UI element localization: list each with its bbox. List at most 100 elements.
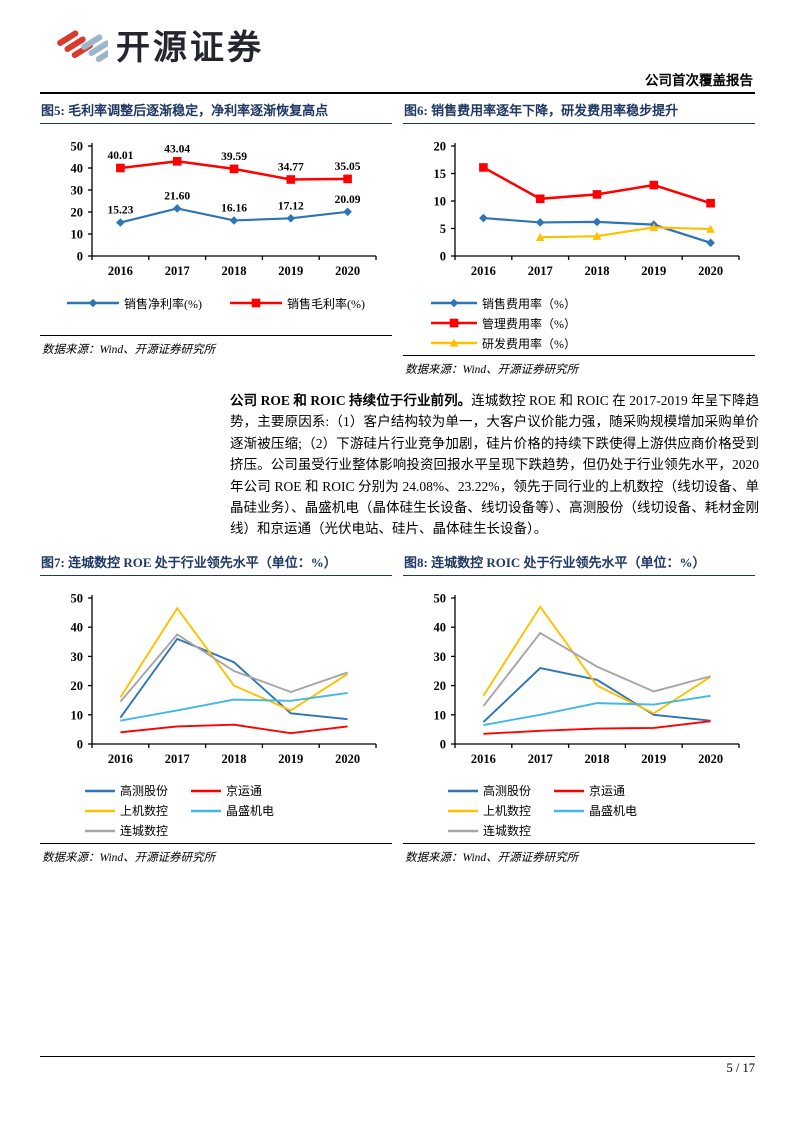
svg-text:2018: 2018 [222,264,247,278]
figure-source: 数据来源：Wind、开源证券研究所 [403,842,755,865]
legend-swatch [448,829,478,833]
svg-text:2016: 2016 [108,264,133,278]
legend-label: 晶盛机电 [226,804,275,819]
figure-5: 图5: 毛利率调整后逐渐稳定，净利率逐渐恢复高点 0 10 20 30 40 50 2016… [40,98,392,377]
paragraph-lead: 公司 ROE 和 ROIC 持续位于行业前列。 [230,393,472,408]
page-footer: 5 / 17 [40,1056,755,1076]
legend-swatch [191,809,221,813]
line-chart: 0 5 10 15 20 2016 2017 2018 2019 2020 [403,134,755,291]
svg-text:10: 10 [71,228,84,242]
legend-item: 连城数控 [85,821,185,841]
legend-swatch [448,809,478,813]
svg-text:40: 40 [71,621,84,635]
svg-text:10: 10 [434,708,447,722]
svg-text:2020: 2020 [335,264,360,278]
svg-text:0: 0 [440,737,446,751]
legend-swatch [85,829,115,833]
legend-label: 京运通 [589,784,626,799]
legend-item: 高测股份 [448,781,548,801]
svg-text:16.16: 16.16 [221,202,247,214]
figure-title: 图8: 连城数控 ROIC 处于行业领先水平（单位：%） [403,550,755,576]
svg-text:40: 40 [434,621,447,635]
legend-item: 销售费用率（%） [431,293,591,313]
figure-source: 数据来源：Wind、开源证券研究所 [403,355,755,377]
brand-name: 开源证券 [116,28,264,67]
svg-text:5: 5 [440,222,446,236]
line-chart: 0 10 20 30 40 50 2016 2017 2018 2019 2020 15.23 21.6… [40,134,392,291]
svg-text:50: 50 [434,591,447,605]
svg-text:0: 0 [440,250,446,264]
svg-text:2017: 2017 [165,752,190,766]
legend-label: 研发费用率（%） [482,336,576,351]
svg-text:2016: 2016 [108,752,133,766]
legend-label: 销售毛利率(%) [287,296,365,311]
chart-legend: 高测股份 京运通上机数控 晶盛机电连城数控 [40,781,392,841]
legend-swatch [431,318,477,328]
chart-legend: 销售净利率(%) 销售毛利率(%) [40,293,392,333]
svg-text:30: 30 [71,184,84,198]
legend-label: 上机数控 [483,804,532,819]
svg-text:17.12: 17.12 [278,200,304,212]
legend-item: 上机数控 [448,801,548,821]
svg-text:0: 0 [77,250,83,264]
line-chart: 0 10 20 30 40 50 2016 2017 2018 2019 2020 [40,586,392,779]
svg-text:2018: 2018 [585,264,610,278]
line-chart: 0 10 20 30 40 50 2016 2017 2018 2019 2020 [403,586,755,779]
svg-text:2019: 2019 [278,752,303,766]
legend-label: 连城数控 [120,824,169,839]
svg-text:2020: 2020 [698,752,723,766]
legend-item: 高测股份 [85,781,185,801]
svg-text:2020: 2020 [698,264,723,278]
body-paragraph: 公司 ROE 和 ROIC 持续位于行业前列。连城数控 ROE 和 ROIC 在… [230,390,759,540]
svg-text:20: 20 [71,679,84,693]
legend-item: 京运通 [191,781,291,801]
legend-label: 连城数控 [483,824,532,839]
svg-text:20: 20 [71,206,84,220]
svg-text:40.01: 40.01 [107,150,133,162]
figure-source: 数据来源：Wind、开源证券研究所 [40,842,392,865]
legend-swatch [431,298,477,308]
svg-text:20: 20 [434,140,447,154]
legend-swatch [67,298,119,308]
svg-text:15.23: 15.23 [107,204,133,216]
figures-row-2: 图7: 连城数控 ROE 处于行业领先水平（单位：%） 0 10 20 30 40 50 2… [40,550,755,865]
svg-text:20.09: 20.09 [335,194,361,206]
legend-label: 上机数控 [120,804,169,819]
brand-logo: 开源证券 [54,16,264,72]
svg-text:20: 20 [434,679,447,693]
page-number: 5 / 17 [726,1061,755,1075]
legend-swatch [85,809,115,813]
legend-item: 研发费用率（%） [431,333,591,353]
chart-legend: 销售费用率（%） 管理费用率（%） 研发费用率（%） [403,293,755,353]
svg-text:35.05: 35.05 [335,161,361,173]
legend-label: 销售费用率（%） [482,296,576,311]
legend-swatch [431,338,477,347]
legend-label: 销售净利率(%) [124,296,202,311]
figure-title: 图6: 销售费用率逐年下降，研发费用率稳步提升 [403,98,755,124]
legend-label: 京运通 [226,784,263,799]
svg-text:2019: 2019 [278,264,303,278]
chart-legend: 高测股份 京运通 上机数控 晶盛机电 连城数控 [403,781,755,841]
figure-title: 图5: 毛利率调整后逐渐稳定，净利率逐渐恢复高点 [40,98,392,124]
svg-text:2017: 2017 [528,752,553,766]
report-type-label: 公司首次覆盖报告 [645,73,753,88]
svg-text:50: 50 [71,140,84,154]
legend-label: 高测股份 [483,784,532,799]
legend-label: 管理费用率（%） [482,316,576,331]
svg-text:2017: 2017 [528,264,553,278]
svg-text:15: 15 [434,167,447,181]
svg-text:40: 40 [71,162,84,176]
svg-text:10: 10 [434,195,447,209]
legend-swatch [191,789,221,793]
legend-swatch [85,789,115,793]
svg-text:30: 30 [71,650,84,664]
legend-item: 京运通 [554,781,654,801]
paragraph-text: 连城数控 ROE 和 ROIC 在 2017-2019 年呈下降趋势，主要原因系… [230,393,759,537]
svg-text:43.04: 43.04 [164,143,190,155]
figure-title: 图7: 连城数控 ROE 处于行业领先水平（单位：%） [40,550,392,576]
figure-6: 图6: 销售费用率逐年下降，研发费用率稳步提升 0 5 10 15 20 2016 2017… [403,98,755,377]
legend-swatch [230,298,282,308]
legend-item: 晶盛机电 [191,801,291,821]
svg-text:2020: 2020 [335,752,360,766]
figure-7: 图7: 连城数控 ROE 处于行业领先水平（单位：%） 0 10 20 30 40 50 2… [40,550,392,865]
